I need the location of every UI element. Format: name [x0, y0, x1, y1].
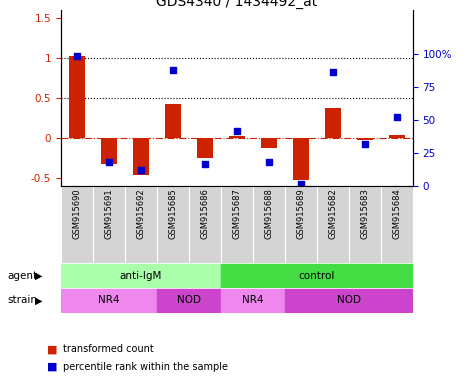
Bar — [61, 264, 221, 287]
Text: GSM915683: GSM915683 — [360, 189, 369, 239]
Text: GSM915685: GSM915685 — [168, 189, 177, 239]
Point — [137, 167, 144, 174]
Bar — [101, 138, 117, 164]
Point — [297, 180, 304, 187]
Bar — [165, 104, 181, 138]
Text: percentile rank within the sample: percentile rank within the sample — [63, 362, 228, 372]
Text: NR4: NR4 — [98, 295, 120, 306]
Bar — [285, 186, 317, 263]
Text: ■: ■ — [47, 362, 57, 372]
Text: GSM915689: GSM915689 — [296, 189, 305, 239]
Bar — [317, 186, 349, 263]
Bar — [253, 186, 285, 263]
Bar — [349, 186, 381, 263]
Text: GSM915692: GSM915692 — [136, 189, 145, 239]
Bar — [125, 186, 157, 263]
Title: GDS4340 / 1434492_at: GDS4340 / 1434492_at — [156, 0, 318, 8]
Bar — [197, 138, 213, 158]
Bar — [261, 138, 277, 148]
Text: transformed count: transformed count — [63, 344, 154, 354]
Point — [105, 159, 113, 166]
Point — [73, 53, 81, 60]
Bar — [93, 186, 125, 263]
Bar — [357, 138, 373, 140]
Point — [201, 161, 209, 167]
Bar — [61, 289, 157, 312]
Bar — [133, 138, 149, 175]
Text: anti-IgM: anti-IgM — [120, 270, 162, 281]
Bar — [69, 56, 85, 138]
Point — [233, 127, 241, 134]
Text: ▶: ▶ — [35, 270, 43, 281]
Bar — [221, 186, 253, 263]
Bar — [221, 289, 285, 312]
Point — [361, 141, 369, 147]
Bar — [293, 138, 309, 180]
Bar — [221, 264, 413, 287]
Text: GSM915687: GSM915687 — [232, 189, 242, 239]
Text: strain: strain — [7, 295, 37, 306]
Text: NOD: NOD — [337, 295, 361, 306]
Point — [265, 159, 272, 166]
Bar — [381, 186, 413, 263]
Point — [329, 69, 337, 75]
Point — [393, 114, 401, 121]
Text: control: control — [299, 270, 335, 281]
Text: agent: agent — [7, 270, 37, 281]
Bar — [157, 289, 221, 312]
Text: NR4: NR4 — [242, 295, 264, 306]
Text: GSM915682: GSM915682 — [328, 189, 337, 239]
Point — [169, 66, 177, 73]
Bar — [61, 186, 93, 263]
Text: GSM915691: GSM915691 — [105, 189, 113, 239]
Text: GSM915684: GSM915684 — [392, 189, 401, 239]
Text: GSM915690: GSM915690 — [72, 189, 82, 239]
Text: GSM915686: GSM915686 — [200, 189, 209, 239]
Text: GSM915688: GSM915688 — [265, 189, 273, 239]
Text: NOD: NOD — [177, 295, 201, 306]
Bar — [389, 135, 405, 138]
Bar — [157, 186, 189, 263]
Bar — [229, 136, 245, 138]
Bar — [285, 289, 413, 312]
Text: ▶: ▶ — [35, 295, 43, 306]
Bar — [325, 108, 341, 138]
Bar — [189, 186, 221, 263]
Text: ■: ■ — [47, 344, 57, 354]
